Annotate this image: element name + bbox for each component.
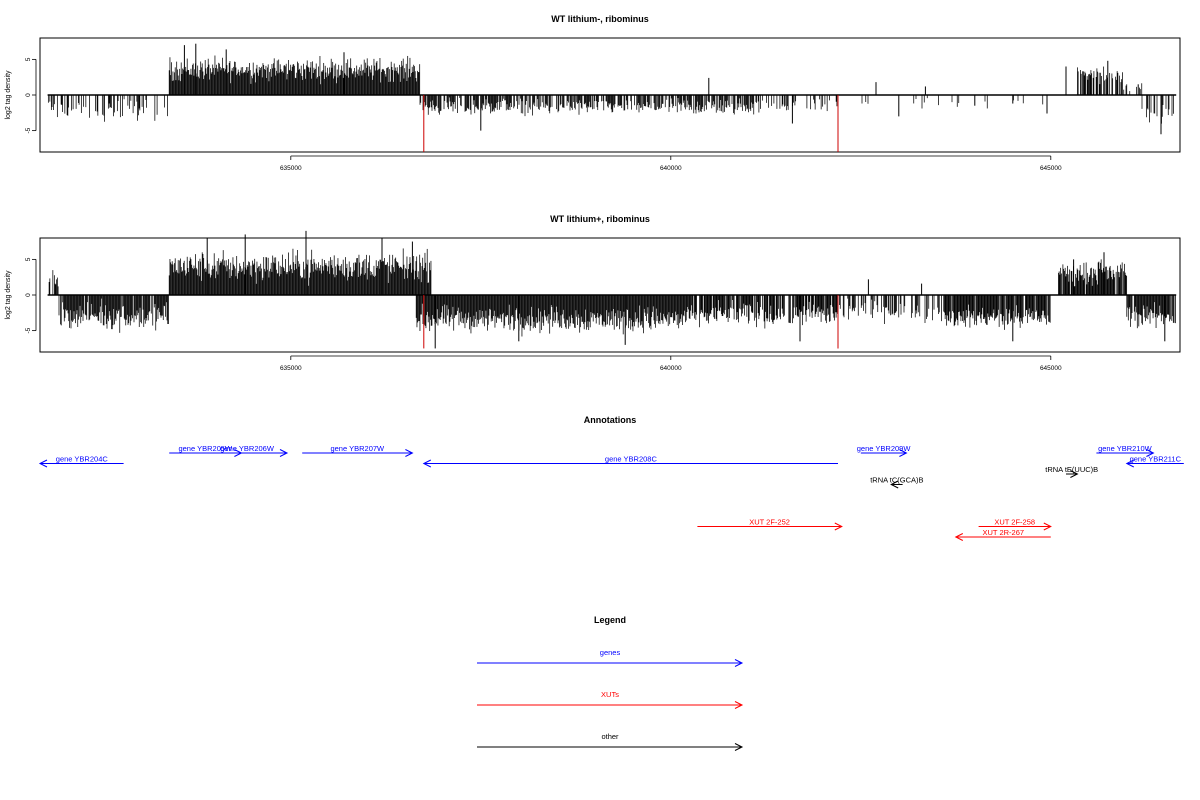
feature-label: XUT 2F-258	[994, 518, 1035, 527]
feature-label: gene YBR209W	[857, 444, 912, 453]
feature-label: tRNA tC(GCA)B	[870, 476, 923, 485]
feature-arrowhead	[1070, 470, 1079, 478]
x-tick-label: 635000	[280, 365, 302, 372]
legend-title: Legend	[594, 615, 626, 625]
x-tick-label: 640000	[660, 165, 682, 172]
y-axis-label: log2 tag density	[5, 270, 12, 320]
plot-frame	[39, 37, 1181, 153]
feature-arrowhead	[1043, 522, 1052, 531]
legend-arrowhead	[734, 659, 744, 667]
feature-arrowhead	[422, 459, 432, 468]
feature-arrowhead	[1125, 459, 1135, 468]
feature-arrowhead	[899, 449, 908, 457]
feature-arrowhead	[954, 533, 964, 541]
feature-arrowhead	[890, 480, 899, 489]
y-tick-label: 5	[25, 257, 32, 261]
feature-label: gene YBR208C	[605, 455, 658, 464]
plot-frame	[39, 237, 1181, 353]
feature-label: gene YBR207W	[330, 444, 385, 453]
legend-panel: Legend genes XUTs other	[477, 615, 744, 751]
legend-label: genes	[600, 648, 621, 657]
feature-label: gene YBR206W	[220, 444, 275, 453]
feature-label: gene YBR204C	[56, 455, 109, 464]
y-axis-label: log2 tag density	[5, 70, 12, 120]
feature-label: gene YBR211C	[1130, 455, 1182, 464]
track-panel-lithium-plus: WT lithium+, ribominus -5 0 5 log2 tag densi…	[5, 214, 1181, 372]
track-panel-lithium-minus: WT lithium-, ribominus -5 0 5 log2 tag densi…	[5, 14, 1181, 172]
feature-arrowhead	[405, 449, 414, 457]
chart-title: WT lithium+, ribominus	[550, 214, 650, 224]
feature-label: gene YBR210W	[1098, 444, 1153, 453]
feature-arrowhead	[38, 459, 48, 468]
x-tick-label: 645000	[1040, 165, 1062, 172]
legend-arrowhead	[734, 743, 744, 751]
legend-arrowhead	[734, 701, 744, 709]
feature-arrowhead	[834, 522, 843, 531]
y-tick-label: -5	[25, 327, 32, 333]
feature-label: gene YBR205W	[178, 444, 233, 453]
feature-label: tRNA tE(UUC)B	[1045, 465, 1098, 474]
y-tick-label: 5	[25, 57, 32, 61]
feature-arrowhead	[1146, 449, 1155, 457]
x-tick-label: 640000	[660, 365, 682, 372]
feature-arrowhead	[279, 449, 289, 457]
feature-label: XUT 2R-267	[983, 528, 1025, 537]
y-tick-label: 0	[25, 93, 32, 97]
x-tick-label: 645000	[1040, 365, 1062, 372]
legend-label: other	[601, 732, 619, 741]
chart-title: WT lithium-, ribominus	[551, 14, 649, 24]
feature-label: XUT 2F-252	[749, 518, 790, 527]
annotations-title: Annotations	[584, 415, 637, 425]
legend-label: XUTs	[601, 690, 619, 699]
y-tick-label: -5	[25, 127, 32, 133]
x-tick-label: 635000	[280, 165, 302, 172]
y-tick-label: 0	[25, 293, 32, 297]
